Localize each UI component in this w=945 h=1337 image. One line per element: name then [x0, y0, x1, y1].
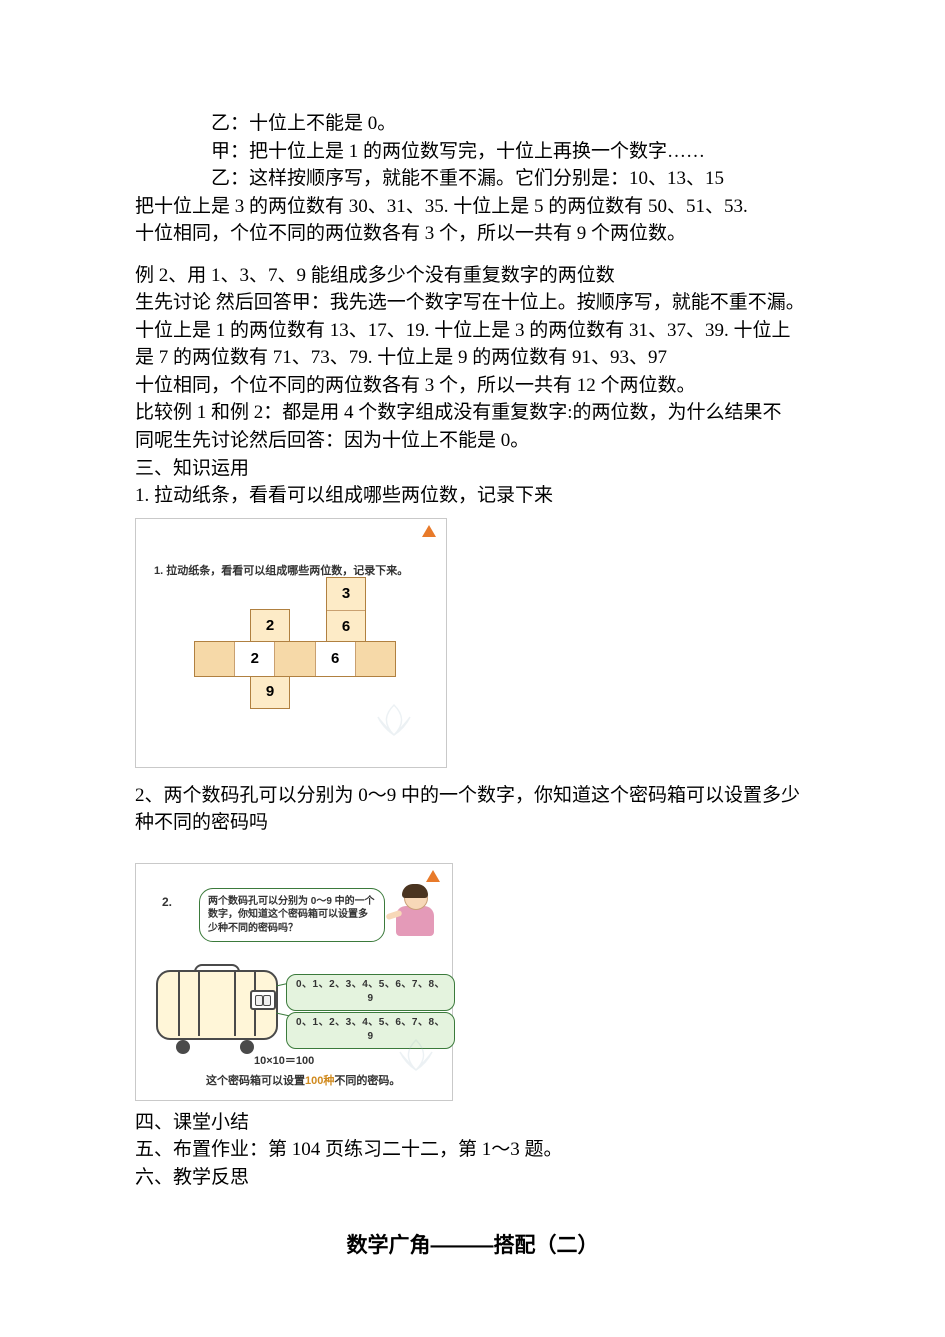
answer-text: 这个密码箱可以设置100种不同的密码。	[206, 1074, 400, 1090]
body-text: 比较例 1 和例 2：都是用 4 个数字组成没有重复数字:的两位数，为什么结果不	[135, 399, 810, 427]
body-text: 把十位上是 3 的两位数有 30、31、35. 十位上是 5 的两位数有 50、…	[135, 193, 810, 221]
strip-cell: 3	[327, 578, 365, 611]
strip-cell: 9	[251, 676, 289, 708]
body-text: 五、布置作业：第 104 页练习二十二，第 1～3 题。	[135, 1136, 810, 1164]
body-text: 是 7 的两位数有 71、73、79. 十位上是 9 的两位数有 91、93、9…	[135, 344, 810, 372]
body-text: 十位上是 1 的两位数有 13、17、19. 十位上是 3 的两位数有 31、3…	[135, 317, 810, 345]
body-text: 生先讨论 然后回答甲：我先选一个数字写在十位上。按顺序写，就能不重不漏。	[135, 289, 810, 317]
body-text: 十位相同，个位不同的两位数各有 3 个，所以一共有 12 个两位数。	[135, 372, 810, 400]
window-seg	[195, 642, 235, 676]
strip-cell: 2	[251, 610, 289, 643]
figure-caption: 1. 拉动纸条，看看可以组成哪些两位数，记录下来。	[154, 564, 408, 580]
section-heading: 三、知识运用	[135, 455, 810, 483]
window-seg	[275, 642, 315, 676]
window-ones: 6	[316, 642, 356, 676]
figure-number: 2.	[162, 894, 172, 911]
question-text: 2、两个数码孔可以分别为 0～9 中的一个数字，你知道这个密码箱可以设置多少	[135, 782, 810, 810]
figure-password-case: 2. 两个数码孔可以分别为 0～9 中的一个数字，你知道这个密码箱可以设置多少种…	[135, 863, 453, 1101]
digits-row: 0、1、2、3、4、5、6、7、8、9	[286, 974, 455, 1011]
chapter-title: 数学广角———搭配（二）	[135, 1231, 810, 1261]
window-tens: 2	[235, 642, 275, 676]
answer-pre: 这个密码箱可以设置	[206, 1075, 305, 1087]
strip-cell: 6	[327, 611, 365, 644]
body-text: 十位相同，个位不同的两位数各有 3 个，所以一共有 9 个两位数。	[135, 220, 810, 248]
formula-text: 10×10＝100	[254, 1054, 314, 1070]
watermark-icon	[364, 699, 424, 739]
body-text: 甲：把十位上是 1 的两位数写完，十位上再换一个数字……	[135, 138, 810, 166]
digits-row: 0、1、2、3、4、5、6、7、8、9	[286, 1012, 455, 1049]
answer-post: 不同的密码。	[334, 1075, 400, 1087]
flag-icon	[426, 870, 440, 882]
section-heading: 四、课堂小结	[135, 1109, 810, 1137]
body-text: 同呢生先讨论然后回答：因为十位上不能是 0。	[135, 427, 810, 455]
figure-stage: 3 6 8 2 4 9 2 6	[154, 589, 428, 749]
section-heading: 六、教学反思	[135, 1164, 810, 1192]
teacher-avatar	[392, 882, 438, 940]
window-strip: 2 6	[194, 641, 396, 677]
question-text: 种不同的密码吗	[135, 809, 810, 837]
body-text: 例 2、用 1、3、7、9 能组成多少个没有重复数字的两位数	[135, 262, 810, 290]
suitcase	[156, 964, 274, 1046]
window-seg	[356, 642, 395, 676]
document-page: 乙：十位上不能是 0。 甲：把十位上是 1 的两位数写完，十位上再换一个数字………	[0, 0, 945, 1337]
flag-icon	[422, 525, 436, 537]
lock-icon	[250, 990, 276, 1010]
question-text: 1. 拉动纸条，看看可以组成哪些两位数，记录下来	[135, 482, 810, 510]
answer-highlight: 100种	[305, 1075, 334, 1087]
body-text: 乙：这样按顺序写，就能不重不漏。它们分别是：10、13、15	[135, 165, 810, 193]
speech-bubble: 两个数码孔可以分别为 0～9 中的一个数字，你知道这个密码箱可以设置多少种不同的…	[199, 888, 385, 943]
body-text: 乙：十位上不能是 0。	[135, 110, 810, 138]
figure-paper-strips: 1. 拉动纸条，看看可以组成哪些两位数，记录下来。 3 6 8 2 4 9 2 …	[135, 518, 447, 768]
